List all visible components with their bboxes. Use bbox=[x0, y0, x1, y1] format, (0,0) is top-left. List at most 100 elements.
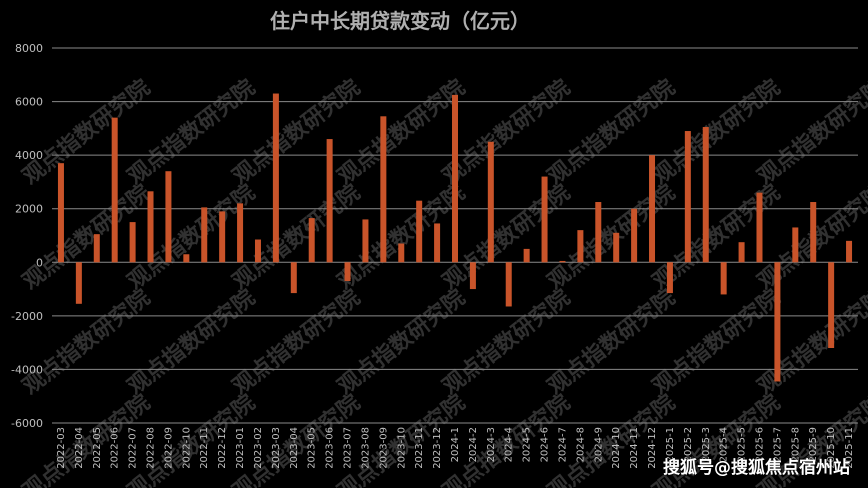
x-tick-label: 2024-9 bbox=[593, 427, 604, 462]
y-axis-ticks: -6000 -4000 -2000 0 2000 4000 6000 8000 bbox=[11, 42, 43, 430]
bar bbox=[774, 262, 781, 382]
bar bbox=[219, 211, 226, 263]
x-tick-label: 2025-7 bbox=[772, 427, 783, 462]
bar bbox=[326, 139, 333, 263]
x-tick-label: 2024-1 bbox=[450, 427, 461, 462]
x-tick-label: 2024-8 bbox=[575, 427, 586, 462]
bar bbox=[792, 227, 799, 263]
x-tick-label: 2024-10 bbox=[611, 427, 622, 469]
bar bbox=[666, 262, 673, 294]
bar bbox=[541, 176, 548, 263]
bar bbox=[613, 232, 620, 263]
y-tick-label: 0 bbox=[36, 256, 43, 269]
y-tick-label: -4000 bbox=[11, 363, 43, 376]
bar bbox=[469, 262, 476, 290]
bar bbox=[577, 230, 584, 263]
x-tick-label: 2023-01 bbox=[235, 427, 246, 469]
bar bbox=[595, 202, 602, 263]
x-tick-label: 2024-7 bbox=[557, 427, 568, 462]
bar bbox=[129, 222, 136, 263]
chart-title: 住户中长期贷款变动（亿元） bbox=[270, 9, 530, 33]
bar bbox=[559, 260, 566, 263]
x-tick-label: 2025-9 bbox=[808, 427, 819, 462]
x-tick-label: 2022-08 bbox=[146, 427, 157, 469]
x-tick-label: 2022-11 bbox=[199, 427, 210, 469]
bar bbox=[201, 207, 208, 263]
x-tick-label: 2023-11 bbox=[414, 427, 425, 469]
x-tick-label: 2025-1 bbox=[665, 427, 676, 462]
x-tick-label: 2023-07 bbox=[343, 427, 354, 469]
bar bbox=[75, 262, 82, 304]
x-tick-label: 2022-12 bbox=[217, 427, 228, 469]
bar bbox=[523, 248, 530, 263]
bar bbox=[810, 202, 817, 263]
x-tick-label: 2025-5 bbox=[737, 427, 748, 462]
bar bbox=[505, 262, 512, 307]
x-tick-label: 2025-6 bbox=[754, 427, 765, 462]
x-tick-label: 2024-3 bbox=[486, 427, 497, 462]
y-tick-label: -6000 bbox=[11, 417, 43, 430]
x-tick-label: 2023-10 bbox=[396, 427, 407, 469]
credit-watermark: 搜狐号@搜狐焦点宿州站 bbox=[663, 458, 850, 478]
bar bbox=[756, 192, 763, 263]
bar bbox=[362, 219, 369, 263]
y-tick-label: 4000 bbox=[15, 149, 43, 162]
x-tick-label: 2023-12 bbox=[432, 427, 443, 469]
x-tick-label: 2024-2 bbox=[468, 427, 479, 462]
x-tick-label: 2025-4 bbox=[719, 427, 730, 462]
bar bbox=[398, 243, 405, 263]
bar bbox=[487, 141, 494, 263]
bar bbox=[684, 131, 691, 263]
x-tick-label: 2022-09 bbox=[163, 427, 174, 469]
x-tick-label: 2022-07 bbox=[128, 427, 139, 469]
bar bbox=[380, 116, 387, 263]
bar bbox=[738, 242, 745, 263]
x-tick-label: 2022-10 bbox=[181, 427, 192, 469]
x-tick-label: 2025-11 bbox=[844, 427, 855, 469]
x-tick-label: 2024-11 bbox=[629, 427, 640, 469]
x-tick-label: 2025-8 bbox=[790, 427, 801, 462]
bar bbox=[93, 234, 100, 263]
x-axis-ticks: 2022-03 2022-04 2022-05 2022-06 2022-07 2022-… bbox=[56, 427, 855, 469]
x-tick-label: 2022-06 bbox=[110, 427, 121, 469]
bar bbox=[183, 254, 190, 263]
bar bbox=[165, 171, 172, 263]
bar bbox=[111, 117, 118, 263]
bar bbox=[344, 262, 351, 282]
x-tick-label: 2023-09 bbox=[378, 427, 389, 469]
x-tick-label: 2022-04 bbox=[74, 427, 85, 469]
x-tick-label: 2023-05 bbox=[307, 427, 318, 469]
bar bbox=[720, 262, 727, 295]
bar bbox=[452, 94, 458, 263]
watermark-layer: 观点指数研究院观点指数研究院观点指数研究院观点指数研究院观点指数研究院观点指数研… bbox=[18, 74, 868, 488]
bar bbox=[828, 262, 835, 348]
bar bbox=[254, 239, 261, 263]
bar bbox=[57, 163, 64, 263]
x-tick-label: 2022-05 bbox=[92, 427, 103, 469]
x-tick-label: 2023-08 bbox=[360, 427, 371, 469]
x-tick-label: 2023-02 bbox=[253, 427, 264, 469]
x-tick-label: 2023-04 bbox=[289, 427, 300, 469]
y-tick-label: 6000 bbox=[15, 96, 43, 109]
y-tick-label: 8000 bbox=[15, 42, 43, 55]
x-tick-label: 2022-03 bbox=[56, 427, 67, 469]
y-tick-label: 2000 bbox=[15, 203, 43, 216]
bar bbox=[846, 240, 853, 263]
x-tick-label: 2024-6 bbox=[540, 427, 551, 462]
bar bbox=[272, 93, 279, 263]
bar bbox=[631, 208, 638, 263]
bar bbox=[649, 155, 656, 263]
bar bbox=[290, 262, 297, 294]
x-tick-label: 2025-2 bbox=[683, 427, 694, 462]
y-tick-label: -2000 bbox=[11, 310, 43, 323]
bar bbox=[308, 218, 315, 263]
bars bbox=[57, 93, 853, 382]
x-tick-label: 2024-5 bbox=[522, 427, 533, 462]
bar bbox=[237, 203, 244, 263]
x-tick-label: 2024-4 bbox=[504, 427, 515, 462]
bar bbox=[434, 223, 441, 263]
bar bbox=[147, 191, 154, 263]
bar bbox=[702, 127, 709, 263]
x-tick-label: 2023-06 bbox=[325, 427, 336, 469]
